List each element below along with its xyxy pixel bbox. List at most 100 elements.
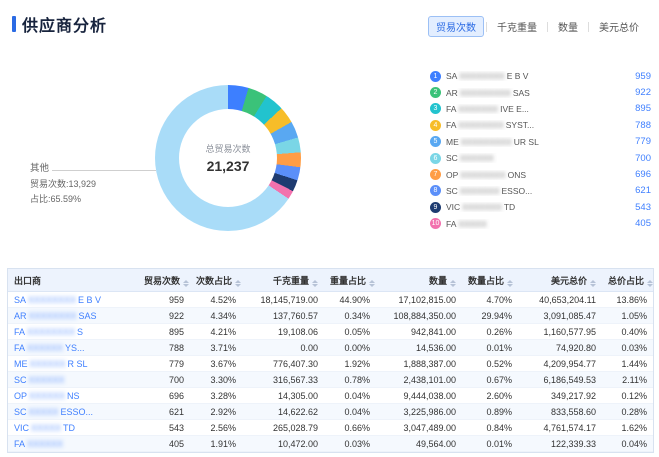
name-prefix: FA [446,103,457,114]
exporter-link[interactable]: ME XXXXXX R SL [14,359,88,369]
legend-item[interactable]: 8 SC XXXXXXX ESSO... 621 [430,183,651,199]
name-prefix: FA [446,120,457,131]
legend-item[interactable]: 9 VIC XXXXXXX TD 543 [430,199,651,215]
legend-value: 788 [635,119,651,131]
name-suffix: YS... [65,342,85,353]
exporter-link[interactable]: FA XXXXXXXX S [14,327,83,337]
name-prefix: SA [14,294,27,305]
legend-item[interactable]: 10 FA XXXXX 405 [430,216,651,232]
legend-value: 405 [635,218,651,230]
exporter-link[interactable]: AR XXXXXXXX SAS [14,311,97,321]
table-cell: 1,160,577.95 [518,323,602,340]
col-kg-weight[interactable]: 千克重量 [242,269,324,292]
exporter-link[interactable]: FA XXXXXX YS... [14,343,85,353]
legend-value: 895 [635,103,651,115]
donut-chart[interactable]: 总贸易次数 21,237 [155,85,301,231]
name-prefix: SC [14,406,27,417]
col-weight-ratio[interactable]: 重量占比 [324,269,376,292]
table-row: FA XXXXXXXX S 895 4.21% 19,108.06 0.05% 942,841… [8,323,653,340]
tab-quantity[interactable]: 数量 [558,23,578,34]
redacted-text: XXXXXXXXX [460,136,512,147]
table-cell: 14,536.00 [376,339,462,356]
sort-icon[interactable] [235,279,242,287]
exporter-link[interactable]: SA XXXXXXXX E B V [14,295,101,305]
name-prefix: SC [446,185,458,196]
exporter-cell: SC XXXXXX [8,371,138,388]
legend-rank-badge: 8 [430,185,441,197]
sort-icon[interactable] [590,279,596,287]
col-usd-total[interactable]: 美元总价 [518,269,602,292]
name-prefix: SC [446,153,458,164]
legend-name: SC XXXXXX [446,153,625,163]
sort-icon[interactable] [369,279,376,287]
legend-item[interactable]: 7 OP XXXXXXXX ONS 696 [430,166,651,182]
table-cell: 108,884,350.00 [376,307,462,324]
exporter-link[interactable]: VIC XXXXX TD [14,423,75,433]
redacted-text: XXXXXXX [462,202,502,213]
name-suffix: TD [503,202,516,213]
table-row: FA XXXXXX 405 1.91% 10,472.00 0.03% 49,564.00 0… [8,435,653,452]
others-callout: 其他 贸易次数:13,929 占比:65.59% [30,160,156,205]
exporter-link[interactable]: SC XXXXXX [14,375,67,385]
col-count-ratio[interactable]: 次数占比 [190,269,242,292]
legend-item[interactable]: 3 FA XXXXXXX IVE E... 895 [430,101,651,117]
name-prefix: VIC [446,202,461,213]
table-cell: 0.01% [462,339,518,356]
col-price-ratio[interactable]: 总价占比 [602,269,654,292]
legend-name: FA XXXXXXXX SYST... [446,120,625,130]
data-table: 出口商 贸易次数 次数占比 千克重量 重量占比 数量 数量占比 美元总价 总价占… [8,269,654,452]
legend-item[interactable]: 2 AR XXXXXXXXX SAS 922 [430,84,651,100]
table-cell: 0.04% [324,403,376,420]
table-cell: 621 [138,403,190,420]
table-cell: 265,028.79 [242,419,324,436]
table-cell: 4,209,954.77 [518,355,602,372]
exporter-cell: ME XXXXXX R SL [8,355,138,372]
exporter-cell: OP XXXXXX NS [8,387,138,404]
col-exporter[interactable]: 出口商 [8,269,138,292]
exporter-link[interactable]: FA XXXXXX [14,439,65,449]
table-cell: 137,760.57 [242,307,324,324]
table-cell: 2,438,101.00 [376,371,462,388]
name-prefix: OP [14,390,28,401]
legend-name: FA XXXXXXX IVE E... [446,104,625,114]
exporter-cell: VIC XXXXX TD [8,419,138,436]
legend-item[interactable]: 5 ME XXXXXXXXX UR SL 779 [430,134,651,150]
name-prefix: SC [14,374,27,385]
tab-usd-total[interactable]: 美元总价 [599,23,639,34]
table-cell: 1.62% [602,419,653,436]
table-cell: 14,622.62 [242,403,324,420]
sort-icon[interactable] [312,279,318,287]
exporter-cell: FA XXXXXXXX S [8,323,138,340]
sort-icon[interactable] [450,279,456,287]
name-prefix: FA [14,342,26,353]
tab-divider [547,21,548,32]
legend-item[interactable]: 4 FA XXXXXXXX SYST... 788 [430,117,651,133]
supplier-table: 出口商 贸易次数 次数占比 千克重量 重量占比 数量 数量占比 美元总价 总价占… [7,268,654,453]
col-quantity-ratio[interactable]: 数量占比 [462,269,518,292]
table-cell: 3,047,489.00 [376,419,462,436]
col-label: 次数占比 [196,275,233,286]
exporter-link[interactable]: OP XXXXXX NS [14,391,80,401]
sort-icon[interactable] [647,279,654,287]
sort-icon[interactable] [507,279,514,287]
exporter-cell: AR XXXXXXXX SAS [8,307,138,324]
page-header: 供应商分析 [12,12,107,36]
donut-center-value: 21,237 [206,158,250,174]
table-cell: 349,217.92 [518,387,602,404]
tab-trade-count[interactable]: 贸易次数 [428,16,484,37]
col-label: 总价占比 [608,275,645,286]
table-row: ME XXXXXX R SL 779 3.67% 776,407.30 1.92% 1,888… [8,355,653,372]
title-accent-bar [12,16,16,32]
legend-item[interactable]: 1 SA XXXXXXXX E B V 959 [430,68,651,84]
sort-icon[interactable] [183,279,190,287]
legend-value: 700 [635,152,651,164]
exporter-cell: FA XXXXXX YS... [8,339,138,356]
table-cell: 788 [138,339,190,356]
table-cell: 895 [138,323,190,340]
legend-item[interactable]: 6 SC XXXXXX 700 [430,150,651,166]
exporter-link[interactable]: SC XXXXX ESSO... [14,407,93,417]
table-cell: 405 [138,435,190,452]
col-quantity[interactable]: 数量 [376,269,462,292]
col-trade-count[interactable]: 贸易次数 [138,269,190,292]
tab-kg-weight[interactable]: 千克重量 [497,23,537,34]
